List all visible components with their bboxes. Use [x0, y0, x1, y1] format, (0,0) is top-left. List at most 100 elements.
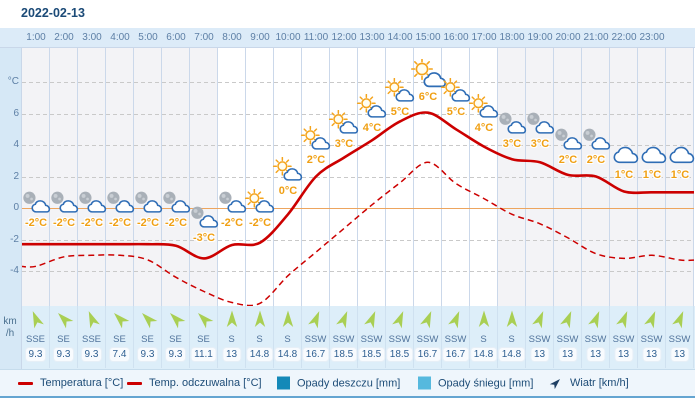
time-label: 9:00: [250, 32, 270, 43]
wind-speed-value: 13: [614, 348, 633, 361]
wind-speed-value: 18.5: [330, 348, 357, 361]
moon-cloud-icon: [499, 112, 527, 134]
temp-value-label: 6°C: [418, 90, 438, 103]
wind-cell: SSW 13: [610, 306, 638, 368]
wind-direction-arrow-icon: [501, 308, 523, 330]
legend-square-swatch: [277, 376, 290, 390]
wind-cell: SSW 18.5: [330, 306, 358, 368]
weather-icon: [664, 141, 695, 167]
moon-cloud-icon: [527, 112, 555, 134]
legend-item-label: Temperatura [°C]: [40, 377, 124, 389]
wind-speed-value: 14.8: [274, 348, 301, 361]
wind-direction-label: SSW: [304, 334, 327, 345]
weather-icon: [384, 78, 416, 104]
time-label: 6:00: [166, 32, 186, 43]
wind-direction-label: SSW: [584, 334, 607, 345]
wind-cell: SSW 13: [582, 306, 610, 368]
weather-icon: [356, 93, 388, 120]
time-label: 23:00: [639, 32, 665, 43]
wind-direction-arrow-icon: [221, 308, 243, 330]
temp-value-label: 1°C: [670, 169, 690, 182]
weather-icon: [468, 93, 500, 120]
wind-cell: S 14.8: [470, 306, 498, 368]
wind-cell: SSE 9.3: [22, 306, 50, 368]
temp-value-label: -2°C: [136, 216, 160, 229]
wind-row: SSE 9.3 SE 9.3 SSE 9.3 SE 7.4 SE 9.3 SE 9.3 SE 11.1 S 1…: [22, 306, 695, 369]
temp-value-label: 1°C: [642, 169, 662, 182]
weather-icon: [20, 189, 52, 215]
legend-item: Opady deszczu [mm]: [277, 376, 401, 390]
wind-cell: SE 7.4: [106, 306, 134, 368]
wind-direction-arrow-icon: [473, 308, 495, 330]
wind-direction-label: S: [284, 334, 291, 345]
wind-direction-label: SSW: [360, 334, 383, 345]
legend-item-label: Wiatr [km/h]: [570, 377, 629, 389]
time-label: 22:00: [611, 32, 637, 43]
wind-direction-label: S: [228, 334, 235, 345]
legend-square-swatch: [418, 376, 431, 390]
wind-cell: SSW 16.7: [414, 306, 442, 368]
wind-speed-value: 13: [586, 348, 605, 361]
legend-item-label: Opady deszczu [mm]: [297, 377, 401, 389]
cloud-icon: [613, 146, 639, 164]
weather-icon: [409, 57, 447, 89]
sun-cloud-icon: [328, 109, 359, 134]
legend-item: Wiatr [km/h]: [549, 376, 629, 390]
wind-direction-label: SSW: [612, 334, 635, 345]
wind-direction-label: SE: [57, 334, 70, 345]
time-label: 3:00: [82, 32, 102, 43]
wind-direction-label: SE: [169, 334, 182, 345]
weather-icon: [552, 126, 584, 152]
wind-cell: SSW 13: [666, 306, 694, 368]
wind-direction-label: SSW: [668, 334, 691, 345]
time-label: 15:00: [415, 32, 441, 43]
cloud-icon: [641, 146, 667, 164]
wind-direction-label: SSE: [81, 334, 101, 345]
time-axis: 1:00 2:00 3:00 4:00 5:00 6:00 7:00 8:00 9:00 10:0…: [0, 28, 695, 48]
wind-direction-arrow-icon: [389, 308, 411, 330]
weather-icon: [300, 125, 332, 152]
wind-cell: SSE 9.3: [78, 306, 106, 368]
time-label: 12:00: [331, 32, 357, 43]
sun-cloud-icon: [384, 78, 415, 102]
temp-value-label: -2°C: [52, 216, 76, 229]
weather-icon: [580, 126, 612, 152]
weather-icon: [188, 204, 220, 230]
sun-cloud-big-icon: [410, 57, 447, 87]
time-label: 19:00: [527, 32, 553, 43]
y-axis-tick: -4: [10, 265, 19, 276]
wind-direction-arrow-icon: [277, 308, 299, 330]
wind-direction-arrow-icon: [165, 308, 187, 330]
moon-cloud-icon: [219, 191, 247, 213]
temp-value-label: 3°C: [530, 137, 550, 150]
wind-cell: SSW 18.5: [386, 306, 414, 368]
y-axis-tick: 0: [13, 202, 19, 213]
time-label: 2:00: [54, 32, 74, 43]
time-label: 14:00: [387, 32, 413, 43]
wind-speed-value: 11.1: [191, 348, 216, 361]
weather-icon: [160, 189, 192, 215]
time-label: 17:00: [471, 32, 497, 43]
wind-speed-value: 7.4: [109, 348, 130, 361]
temp-value-label: -2°C: [220, 216, 244, 229]
temp-value-label: -2°C: [80, 216, 104, 229]
wind-direction-label: SE: [197, 334, 210, 345]
wind-cell: SE 11.1: [190, 306, 218, 368]
wind-cell: SSW 13: [554, 306, 582, 368]
wind-cell: SSW 18.5: [358, 306, 386, 368]
date-label: 2022-02-13: [21, 6, 85, 20]
legend-item-label: Opady śniegu [mm]: [438, 377, 534, 389]
temp-value-label: 3°C: [502, 137, 522, 150]
wind-cell: S 14.8: [274, 306, 302, 368]
wind-cell: SE 9.3: [50, 306, 78, 368]
wind-direction-arrow-icon: [361, 308, 383, 330]
legend-item: Temp. odczuwalna [°C]: [127, 377, 262, 389]
wind-speed-value: 9.3: [25, 348, 46, 361]
wind-speed-value: 13: [222, 348, 241, 361]
wind-direction-arrow-icon: [81, 308, 103, 330]
weather-icon: [636, 141, 668, 167]
wind-direction-label: S: [256, 334, 263, 345]
wind-direction-label: SE: [141, 334, 154, 345]
legend-line-swatch: [18, 381, 33, 385]
temp-value-label: -2°C: [248, 216, 272, 229]
